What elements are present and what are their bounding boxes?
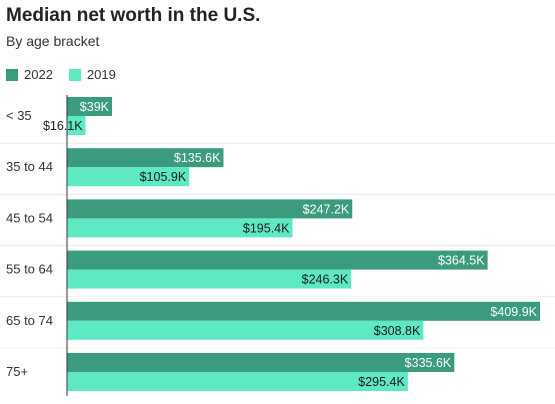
chart-subtitle: By age bracket bbox=[6, 33, 100, 49]
legend: 2022 2019 bbox=[6, 67, 132, 82]
data-label-2022: $409.9K bbox=[490, 305, 537, 319]
data-label-2019: $195.4K bbox=[243, 221, 290, 235]
legend-label-2022: 2022 bbox=[24, 67, 53, 82]
bar-2022 bbox=[67, 148, 224, 168]
category-label: 45 to 54 bbox=[6, 210, 53, 225]
data-label-2022: $364.5K bbox=[438, 254, 485, 268]
bar-2022 bbox=[67, 250, 488, 270]
data-label-2022: $247.2K bbox=[303, 202, 350, 216]
data-label-2022: $39K bbox=[80, 100, 110, 114]
data-label-2022: $335.6K bbox=[405, 356, 452, 370]
category-label: 35 to 44 bbox=[6, 159, 53, 174]
data-label-2019: $16.1K bbox=[43, 119, 83, 133]
bar-2019 bbox=[67, 269, 352, 289]
data-label-2019: $295.4K bbox=[358, 375, 405, 389]
bar-2019 bbox=[67, 320, 424, 340]
data-label-2019: $105.9K bbox=[140, 170, 187, 184]
category-label: 55 to 64 bbox=[6, 262, 53, 277]
legend-swatch-2022 bbox=[6, 68, 18, 81]
bar-2022 bbox=[67, 97, 113, 116]
chart-title: Median net worth in the U.S. bbox=[6, 5, 261, 26]
data-label-2019: $308.8K bbox=[374, 324, 421, 338]
legend-swatch-2019 bbox=[68, 68, 81, 81]
legend-label-2019: 2019 bbox=[86, 67, 116, 82]
bar-2022 bbox=[67, 199, 353, 219]
legend-item-2022: 2022 bbox=[6, 67, 53, 82]
category-label: 75+ bbox=[6, 364, 28, 379]
category-label: 65 to 74 bbox=[6, 313, 53, 328]
bar-2022 bbox=[67, 353, 455, 372]
bar-2019 bbox=[67, 372, 408, 391]
data-label-2022: $135.6K bbox=[174, 151, 221, 165]
bar-2019 bbox=[67, 167, 190, 187]
bar-2022 bbox=[67, 301, 540, 321]
data-label-2019: $246.3K bbox=[302, 273, 349, 287]
category-label: < 35 bbox=[6, 108, 32, 123]
bar-2019 bbox=[67, 116, 86, 135]
bar-2019 bbox=[67, 218, 293, 238]
legend-item-2019: 2019 bbox=[68, 67, 116, 82]
